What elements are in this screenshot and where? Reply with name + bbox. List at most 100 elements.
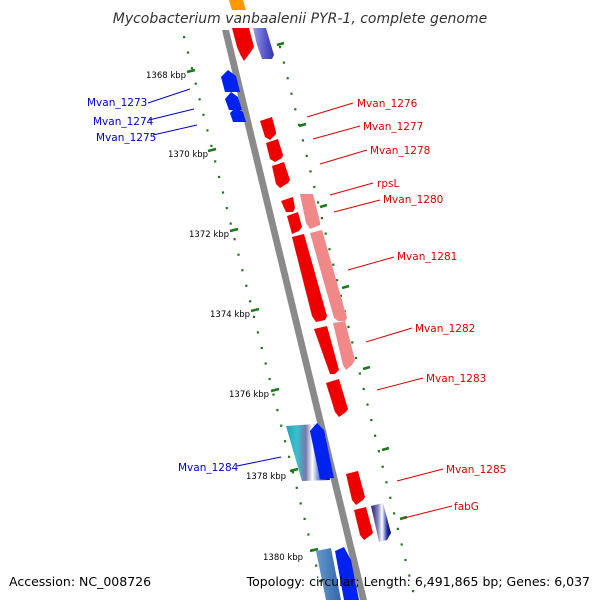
dot bbox=[264, 362, 267, 365]
tick-label-1372: 1372 kbp bbox=[189, 230, 229, 240]
gene-label-mvan-1274[interactable]: Mvan_1274 bbox=[93, 116, 154, 128]
gene-arrow-bottom-blue bbox=[335, 547, 359, 600]
strand-dash bbox=[276, 41, 285, 47]
leader-line bbox=[147, 88, 191, 104]
gene-label-rpsl[interactable]: rpsL bbox=[377, 178, 399, 190]
map-title: Mycobacterium vanbaalenii PYR-1, complet… bbox=[113, 11, 488, 27]
dot bbox=[366, 403, 369, 406]
tick-label-1370: 1370 kbp bbox=[168, 150, 208, 160]
gene-arrow-mvan-1281-b bbox=[310, 230, 347, 321]
dot bbox=[408, 574, 411, 577]
gene-label-mvan-1280[interactable]: Mvan_1280 bbox=[383, 194, 443, 206]
dot bbox=[400, 543, 403, 546]
gene-arrow-mvan-1284-b bbox=[310, 423, 334, 479]
dot bbox=[307, 533, 310, 536]
dot bbox=[393, 512, 396, 515]
dot bbox=[284, 440, 287, 443]
leader-line bbox=[403, 505, 453, 519]
gene-label-mvan-1284[interactable]: Mvan_1284 bbox=[178, 462, 239, 474]
dot bbox=[241, 269, 244, 272]
dot bbox=[370, 419, 373, 422]
gene-label-mvan-1285[interactable]: Mvan_1285 bbox=[446, 464, 506, 476]
leader-line bbox=[152, 124, 198, 136]
leader-line bbox=[396, 468, 444, 482]
leader-line bbox=[319, 149, 368, 165]
dot bbox=[256, 331, 259, 334]
dot bbox=[286, 77, 289, 80]
gene-arrow-mvan-1278 bbox=[272, 162, 290, 188]
gene-label-mvan-1276[interactable]: Mvan_1276 bbox=[357, 98, 418, 110]
dot bbox=[280, 424, 283, 427]
dot bbox=[214, 160, 217, 163]
leader-line bbox=[236, 456, 282, 467]
dot bbox=[381, 465, 384, 468]
gene-arrow-mvan-1285 bbox=[346, 471, 365, 505]
dot bbox=[319, 580, 322, 583]
gene-arrow-mvan-1282-b bbox=[333, 321, 355, 370]
gene-arrow-top-red bbox=[232, 28, 254, 61]
dot bbox=[249, 300, 252, 303]
dot bbox=[332, 263, 335, 266]
dot bbox=[355, 356, 358, 360]
dot bbox=[202, 113, 205, 116]
dot bbox=[351, 341, 354, 344]
tick-label-1378: 1378 kbp bbox=[246, 472, 286, 482]
gene-arrow-mvan-1276 bbox=[260, 117, 276, 140]
tick-label-1374: 1374 kbp bbox=[210, 310, 250, 320]
dot bbox=[279, 46, 282, 49]
dot bbox=[290, 92, 293, 95]
dot bbox=[309, 170, 312, 173]
tick-mark bbox=[250, 307, 260, 313]
topology-text: Topology: circular; Length: 6,491,865 bp… bbox=[246, 574, 590, 589]
gene-arrow-mvan-1275 bbox=[230, 107, 246, 122]
dot bbox=[317, 201, 320, 204]
gene-label-mvan-1277[interactable]: Mvan_1277 bbox=[363, 121, 423, 133]
dot bbox=[305, 154, 308, 157]
leader-line bbox=[312, 125, 361, 140]
gene-label-fabg[interactable]: fabG bbox=[454, 501, 479, 513]
dot bbox=[299, 502, 302, 505]
accession-text: Accession: NC_008726 bbox=[9, 574, 151, 589]
dot bbox=[294, 108, 297, 111]
gene-label-mvan-1278[interactable]: Mvan_1278 bbox=[370, 145, 430, 157]
leader-line bbox=[333, 199, 381, 213]
gene-label-mvan-1275[interactable]: Mvan_1275 bbox=[96, 132, 156, 144]
gene-arrow-mvan-1273 bbox=[221, 70, 240, 92]
leader-line bbox=[306, 102, 354, 118]
gene-label-mvan-1283[interactable]: Mvan_1283 bbox=[426, 373, 486, 385]
gene-label-mvan-1273[interactable]: Mvan_1273 bbox=[87, 97, 147, 109]
dot bbox=[362, 387, 365, 391]
strand-dash bbox=[381, 446, 390, 452]
dot bbox=[276, 409, 279, 412]
dot bbox=[301, 139, 304, 142]
leader-line bbox=[376, 377, 424, 391]
dot bbox=[315, 564, 318, 567]
dot bbox=[198, 98, 201, 101]
gene-arrow-top-purple bbox=[253, 28, 274, 59]
tick-mark bbox=[309, 547, 319, 553]
gene-label-mvan-1281[interactable]: Mvan_1281 bbox=[397, 251, 457, 263]
dot bbox=[282, 61, 285, 64]
dot bbox=[336, 279, 339, 282]
dot bbox=[272, 393, 275, 396]
gene-label-mvan-1282[interactable]: Mvan_1282 bbox=[415, 323, 475, 335]
leader-line bbox=[148, 108, 195, 121]
leader-lines-right bbox=[306, 102, 453, 519]
genome-backbone bbox=[222, 30, 367, 600]
dot bbox=[194, 82, 197, 85]
gene-arrow-fabg bbox=[371, 503, 391, 542]
gene-arrow-mvan-1280 bbox=[300, 194, 320, 229]
dot bbox=[404, 558, 407, 562]
dot bbox=[229, 222, 232, 225]
strand-dash bbox=[362, 365, 371, 371]
dot bbox=[268, 377, 271, 381]
dot bbox=[237, 253, 240, 256]
dot bbox=[385, 481, 388, 484]
gene-arrow-mvan-1274 bbox=[225, 92, 242, 110]
gene-arrow-rpsl bbox=[281, 197, 295, 212]
right-dotted-line bbox=[279, 46, 415, 593]
dot bbox=[221, 191, 225, 194]
dot bbox=[186, 51, 190, 54]
dot bbox=[252, 315, 256, 318]
scale-ticks: 1368 kbp 1370 kbp 1372 kbp 1374 kbp 1376… bbox=[146, 68, 319, 563]
